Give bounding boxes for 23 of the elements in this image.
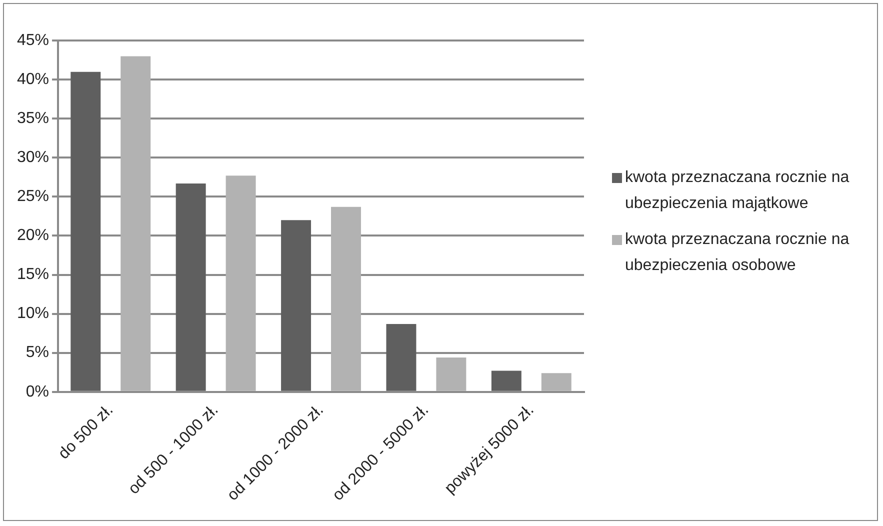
bar xyxy=(226,176,256,391)
bar xyxy=(386,324,416,391)
y-tick-label: 15% xyxy=(16,266,50,284)
bar xyxy=(541,373,572,391)
y-tick-label: 40% xyxy=(16,71,50,88)
bar xyxy=(281,220,312,391)
bar xyxy=(120,56,151,391)
x-tick-label: do 500 zł. xyxy=(55,402,117,463)
y-tick-label: 35% xyxy=(16,110,50,128)
y-tick-label: 20% xyxy=(16,227,50,244)
y-tick-label: 5% xyxy=(26,344,50,362)
bar xyxy=(70,72,101,391)
y-tick-label: 0% xyxy=(26,383,50,400)
y-tick-label: 30% xyxy=(16,149,50,166)
y-tick-label: 25% xyxy=(16,188,50,206)
legend-label: kwota przeznaczana rocznie na ubezpieczenia majątkowe xyxy=(625,168,850,214)
bar xyxy=(176,183,206,391)
bar xyxy=(491,370,522,391)
y-tick-label: 45% xyxy=(16,32,50,50)
y-tick-label: 10% xyxy=(16,305,50,322)
legend-label: kwota przeznaczana rocznie na ubezpieczenia osobowe xyxy=(625,230,850,276)
bar xyxy=(436,358,466,391)
bar xyxy=(331,206,361,391)
